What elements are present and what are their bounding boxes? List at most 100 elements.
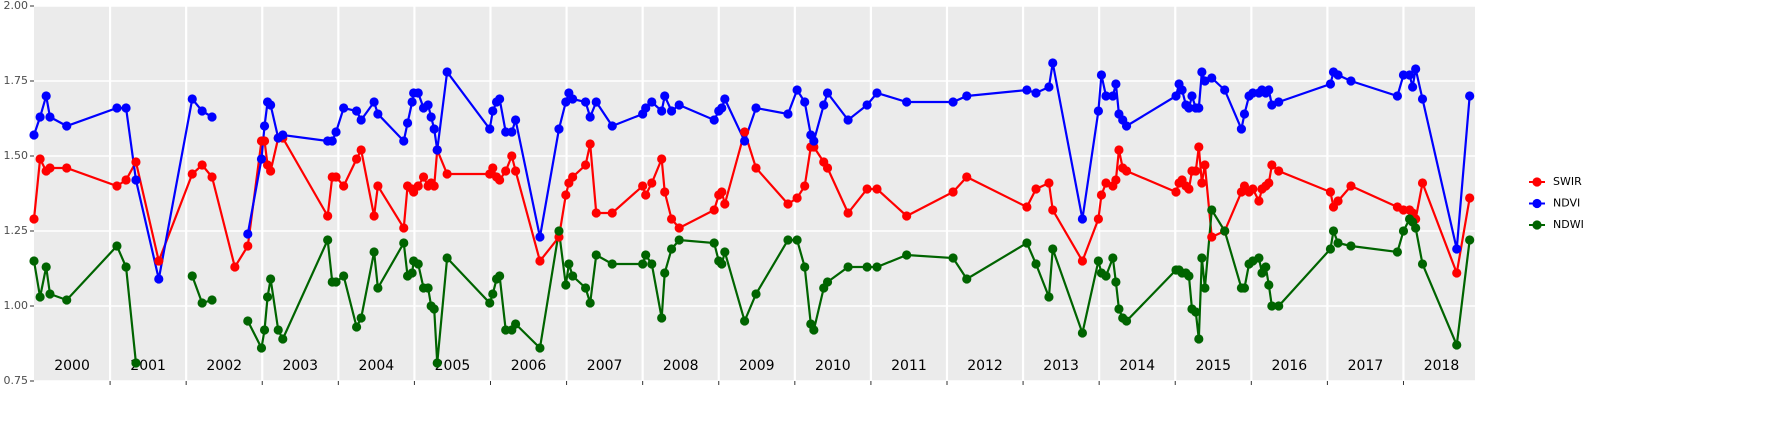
point bbox=[369, 211, 379, 221]
point bbox=[657, 106, 667, 116]
point bbox=[1465, 193, 1475, 203]
point bbox=[1274, 301, 1284, 311]
point bbox=[112, 181, 122, 191]
point bbox=[1197, 67, 1207, 77]
point bbox=[327, 136, 337, 146]
point bbox=[1197, 253, 1207, 263]
point bbox=[432, 145, 442, 155]
point bbox=[535, 256, 545, 266]
point bbox=[1096, 190, 1107, 200]
point bbox=[1101, 91, 1111, 101]
point bbox=[647, 178, 657, 188]
point bbox=[1121, 121, 1132, 131]
point bbox=[1194, 103, 1204, 113]
point bbox=[511, 319, 521, 329]
legend-label: NDVI bbox=[1553, 197, 1580, 210]
point bbox=[1031, 88, 1041, 98]
point bbox=[266, 166, 276, 176]
point bbox=[485, 124, 495, 134]
point bbox=[259, 121, 270, 131]
point bbox=[197, 160, 207, 170]
x-tick-label: 2003 bbox=[282, 358, 318, 374]
point bbox=[1220, 85, 1230, 95]
point bbox=[413, 259, 423, 269]
point bbox=[800, 181, 810, 191]
point bbox=[1207, 232, 1217, 242]
point bbox=[1111, 277, 1121, 287]
point bbox=[740, 127, 750, 137]
y-tick-label: 2.00 bbox=[4, 0, 29, 12]
point bbox=[373, 109, 383, 119]
point bbox=[1093, 214, 1103, 224]
legend-swatch bbox=[1532, 177, 1542, 187]
point bbox=[1184, 184, 1194, 194]
y-tick-label: 1.50 bbox=[4, 149, 29, 162]
x-tick-label: 2009 bbox=[739, 358, 775, 374]
point bbox=[369, 97, 379, 107]
point bbox=[62, 121, 72, 131]
point bbox=[1254, 196, 1264, 206]
point bbox=[495, 175, 505, 185]
point bbox=[1111, 79, 1121, 89]
point bbox=[607, 121, 617, 131]
point bbox=[1048, 205, 1058, 215]
point bbox=[259, 136, 270, 146]
point bbox=[488, 289, 498, 299]
point bbox=[41, 262, 51, 272]
point bbox=[1187, 91, 1197, 101]
point bbox=[591, 208, 601, 218]
point bbox=[1236, 124, 1247, 134]
x-tick-label: 2015 bbox=[1195, 358, 1231, 374]
x-tick-label: 2006 bbox=[511, 358, 547, 374]
point bbox=[1044, 292, 1054, 302]
point bbox=[843, 115, 853, 125]
point bbox=[1267, 160, 1277, 170]
point bbox=[1200, 160, 1210, 170]
legend-swatch bbox=[1532, 198, 1542, 209]
x-tick-label: 2010 bbox=[815, 358, 851, 374]
point bbox=[717, 187, 727, 197]
point bbox=[720, 94, 730, 104]
point bbox=[45, 289, 55, 299]
point bbox=[41, 91, 51, 101]
point bbox=[356, 145, 366, 155]
point bbox=[243, 241, 253, 251]
y-tick-label: 1.75 bbox=[4, 74, 29, 87]
point bbox=[568, 94, 578, 104]
point bbox=[407, 268, 417, 278]
point bbox=[843, 208, 853, 218]
point bbox=[29, 256, 39, 266]
point bbox=[373, 283, 383, 293]
point bbox=[641, 250, 651, 260]
point bbox=[717, 103, 727, 113]
x-tick-label: 2017 bbox=[1348, 358, 1384, 374]
point bbox=[535, 343, 545, 353]
point bbox=[800, 97, 810, 107]
point bbox=[501, 166, 511, 176]
point bbox=[1417, 94, 1428, 104]
point bbox=[1121, 166, 1132, 176]
point bbox=[1184, 103, 1194, 113]
point bbox=[485, 298, 495, 308]
x-tick-label: 2007 bbox=[587, 358, 623, 374]
point bbox=[1417, 178, 1428, 188]
point bbox=[902, 97, 912, 107]
point bbox=[1404, 70, 1415, 80]
point bbox=[187, 94, 197, 104]
point bbox=[1111, 175, 1121, 185]
point bbox=[1254, 253, 1264, 263]
point bbox=[1333, 70, 1343, 80]
point bbox=[488, 163, 498, 173]
point bbox=[792, 193, 802, 203]
point bbox=[1044, 82, 1054, 92]
point bbox=[62, 163, 72, 173]
point bbox=[1392, 247, 1402, 257]
point bbox=[402, 118, 413, 128]
point bbox=[561, 97, 571, 107]
point bbox=[45, 163, 55, 173]
point bbox=[29, 130, 39, 140]
point bbox=[1239, 109, 1250, 119]
point bbox=[740, 136, 750, 146]
point bbox=[259, 325, 270, 335]
